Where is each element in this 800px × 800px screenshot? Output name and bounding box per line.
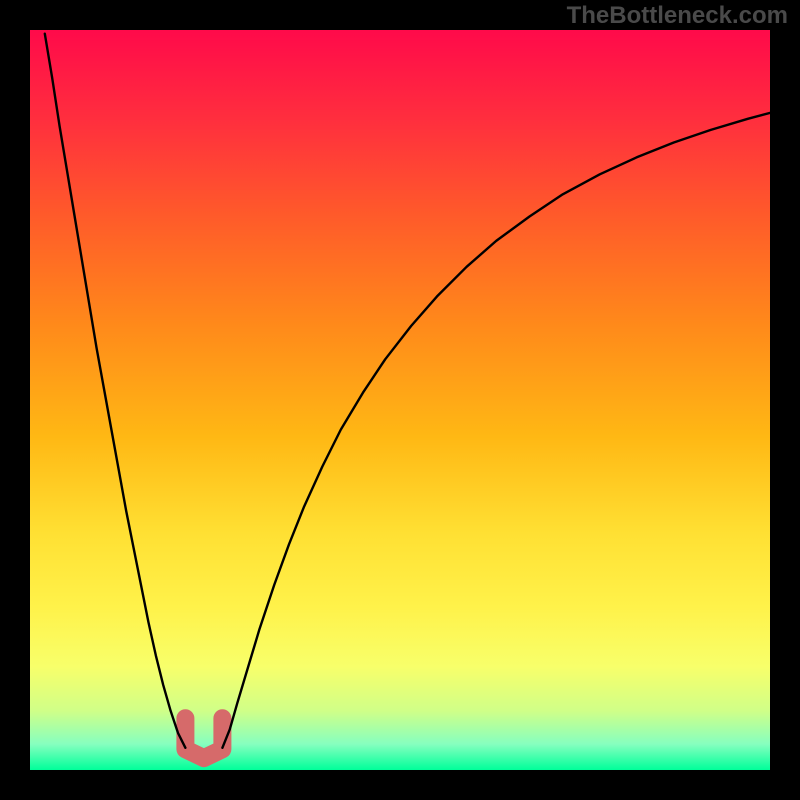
curve-left-branch [45, 34, 186, 748]
plot-area [30, 30, 770, 770]
trough-marker [185, 718, 222, 758]
chart-frame [0, 0, 800, 800]
curve-right-branch [222, 113, 770, 748]
curve-overlay [30, 30, 770, 770]
watermark-text: TheBottleneck.com [567, 2, 788, 30]
